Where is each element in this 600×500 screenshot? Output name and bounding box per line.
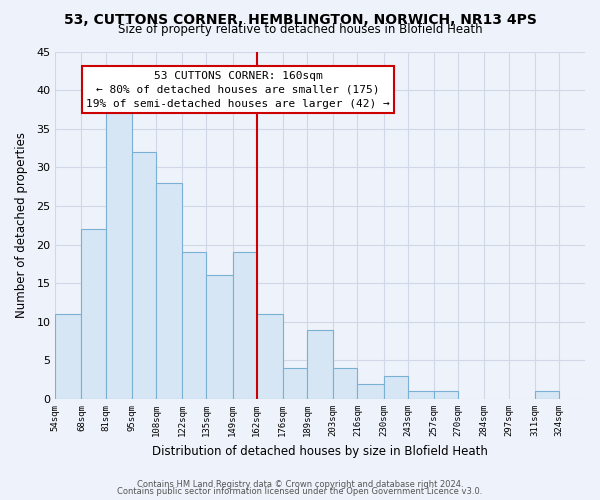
Bar [383,376,408,399]
Bar [434,392,458,399]
Text: Contains public sector information licensed under the Open Government Licence v3: Contains public sector information licen… [118,487,482,496]
Bar [408,392,434,399]
Y-axis label: Number of detached properties: Number of detached properties [15,132,28,318]
Text: 53 CUTTONS CORNER: 160sqm
← 80% of detached houses are smaller (175)
19% of semi: 53 CUTTONS CORNER: 160sqm ← 80% of detac… [86,70,390,108]
Bar [55,314,82,399]
Bar [82,229,106,399]
Bar [307,330,333,399]
Bar [106,114,132,399]
Text: 53, CUTTONS CORNER, HEMBLINGTON, NORWICH, NR13 4PS: 53, CUTTONS CORNER, HEMBLINGTON, NORWICH… [64,12,536,26]
X-axis label: Distribution of detached houses by size in Blofield Heath: Distribution of detached houses by size … [152,444,488,458]
Bar [233,252,257,399]
Bar [283,368,307,399]
Bar [206,276,233,399]
Bar [132,152,156,399]
Bar [257,314,283,399]
Bar [182,252,206,399]
Bar [156,183,182,399]
Text: Size of property relative to detached houses in Blofield Heath: Size of property relative to detached ho… [118,22,482,36]
Bar [333,368,358,399]
Bar [535,392,559,399]
Text: Contains HM Land Registry data © Crown copyright and database right 2024.: Contains HM Land Registry data © Crown c… [137,480,463,489]
Bar [358,384,383,399]
